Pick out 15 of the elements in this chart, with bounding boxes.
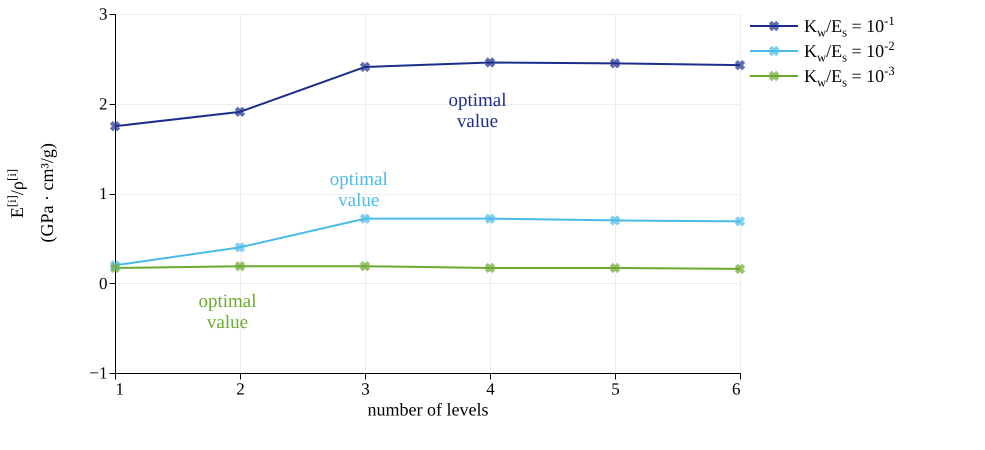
y-tick-label: 2 [99, 94, 108, 114]
y-tick-label: 3 [99, 4, 108, 24]
x-tick-label: 6 [732, 380, 740, 398]
x-tick-label: 3 [361, 380, 370, 398]
annotation: optimal value [448, 90, 507, 132]
x-tick-label: 1 [116, 380, 124, 398]
x-axis-title: number of levels [368, 400, 488, 420]
y-tick-label: 0 [99, 274, 108, 293]
annotation: optimal value [198, 291, 257, 334]
annotation: optimal value [330, 169, 388, 212]
x-tick-label: 2 [236, 380, 245, 398]
x-tick-label: 4 [486, 380, 496, 398]
y-tick-label: −1 [89, 364, 108, 382]
y-tick-label: 1 [99, 184, 108, 203]
x-tick-label: 5 [611, 380, 620, 398]
